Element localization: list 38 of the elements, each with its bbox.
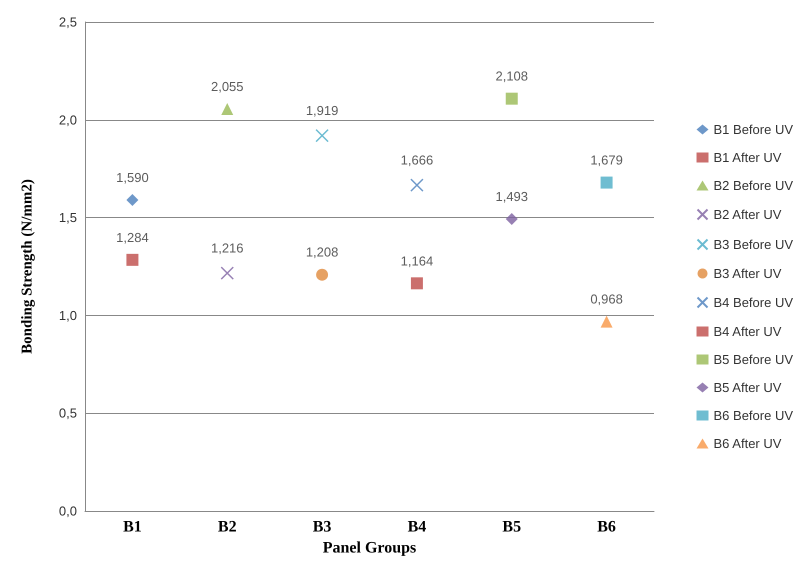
legend-label: B2 Before UV (714, 178, 794, 193)
y-tick-label: 0,0 (58, 504, 77, 518)
data-label: 1,216 (210, 240, 244, 256)
y-tick-label: 0,5 (58, 406, 77, 421)
x-tick-label: B4 (408, 518, 426, 536)
x-tick-label: B1 (123, 518, 142, 536)
legend-label: B3 Before UV (714, 237, 794, 252)
data-label: 1,590 (116, 170, 149, 185)
data-label: 1,208 (306, 244, 338, 260)
y-tick-label: 1,0 (58, 308, 77, 323)
data-label: 2,055 (210, 79, 244, 94)
x-axis-title: Panel Groups (322, 539, 416, 556)
y-axis-title: Bonding Strength (N/mm2) (20, 179, 36, 354)
legend-label: B4 Before UV (714, 295, 794, 310)
data-label: 1,919 (306, 103, 338, 118)
data-label: 1,666 (400, 152, 434, 168)
legend-label: B4 After UV (714, 324, 782, 339)
data-label: 1,679 (590, 152, 623, 168)
x-tick-label: B6 (597, 518, 616, 536)
legend-label: B2 After UV (714, 207, 782, 222)
legend-label: B6 Before UV (714, 408, 794, 423)
x-tick-label: B5 (502, 518, 522, 536)
data-label: 1,164 (400, 253, 434, 268)
y-tick-label: 2,5 (58, 14, 77, 30)
legend-label: B1 After UV (714, 150, 782, 165)
data-label: 1,493 (495, 188, 528, 204)
data-label: 1,284 (116, 230, 149, 245)
data-label: 0,968 (590, 292, 623, 307)
legend-label: B6 After UV (714, 436, 782, 451)
y-tick-label: 2,0 (58, 112, 77, 128)
data-label: 2,108 (495, 68, 528, 84)
legend-label: B5 After UV (714, 380, 782, 395)
x-tick-label: B3 (312, 518, 332, 536)
legend-label: B5 Before UV (714, 352, 794, 367)
x-tick-label: B2 (218, 518, 237, 536)
legend-label: B1 Before UV (714, 122, 794, 137)
legend-label: B3 After UV (714, 266, 782, 281)
y-tick-label: 1,5 (58, 210, 77, 226)
